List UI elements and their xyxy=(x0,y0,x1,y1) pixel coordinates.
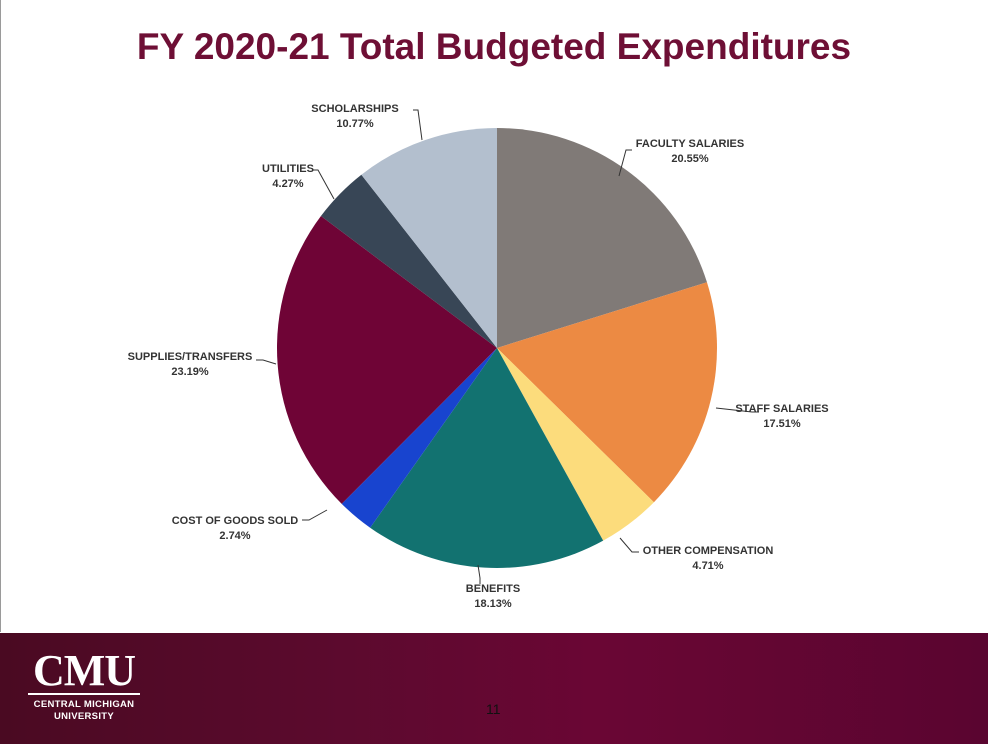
slice-label: SCHOLARSHIPS xyxy=(311,103,398,115)
pie-slice-supplies-transfers xyxy=(276,216,497,504)
logo-line-2: UNIVERSITY xyxy=(53,711,114,722)
pie-chart: FACULTY SALARIES 20.55% STAFF SALARIES 17.5… xyxy=(128,103,829,610)
logo-line-1: CENTRAL MICHIGAN xyxy=(33,699,135,710)
slice-value-label: 23.19% xyxy=(171,366,209,378)
leader-line xyxy=(413,109,423,141)
logo-mark: CMU xyxy=(32,646,136,695)
slice-label: FACULTY SALARIES xyxy=(636,138,744,150)
logo-rule xyxy=(28,693,140,695)
slice-value-label: 20.55% xyxy=(671,153,709,165)
slice-label: STAFF SALARIES xyxy=(735,403,828,415)
pie-slice-faculty-salaries xyxy=(497,128,707,348)
footer-banner: CMU CENTRAL MICHIGAN UNIVERSITY 11 xyxy=(0,633,988,744)
slice-label: UTILITIES xyxy=(262,163,314,175)
leader-line xyxy=(477,564,481,584)
logo-subtitle: CENTRAL MICHIGAN UNIVERSITY xyxy=(28,699,140,723)
slice-value-label: 4.27% xyxy=(272,178,303,190)
slice-label: COST OF GOODS SOLD xyxy=(172,515,299,527)
slice-value-label: 17.51% xyxy=(763,418,801,430)
pie-slice-other-compensation xyxy=(497,348,654,541)
slide-title: FY 2020-21 Total Budgeted Expenditures xyxy=(136,26,852,67)
leader-line xyxy=(302,509,328,521)
leader-line xyxy=(619,537,639,553)
pie-slice-scholarships xyxy=(361,128,497,348)
page-number: 11 xyxy=(486,701,501,717)
slice-value-label: 18.13% xyxy=(474,598,512,610)
slice-label: BENEFITS xyxy=(466,583,520,595)
pie-slice-utilities xyxy=(320,174,497,348)
pie-slice-staff-salaries xyxy=(497,282,717,503)
pie-slice-benefits xyxy=(370,348,604,568)
slice-label: SUPPLIES/TRANSFERS xyxy=(128,351,253,363)
leader-line xyxy=(618,149,632,177)
pie-slice-cost-of-goods-sold xyxy=(341,348,497,528)
leader-line xyxy=(256,359,277,365)
leader-line xyxy=(313,169,335,200)
slide-border xyxy=(0,0,1,632)
slice-value-label: 10.77% xyxy=(336,118,374,130)
slice-value-label: 2.74% xyxy=(219,530,250,542)
leader-line xyxy=(715,407,759,413)
slice-value-label: 4.71% xyxy=(692,560,723,572)
cmu-logo: CMU CENTRAL MICHIGAN UNIVERSITY xyxy=(28,646,140,723)
slice-label: OTHER COMPENSATION xyxy=(643,545,774,557)
